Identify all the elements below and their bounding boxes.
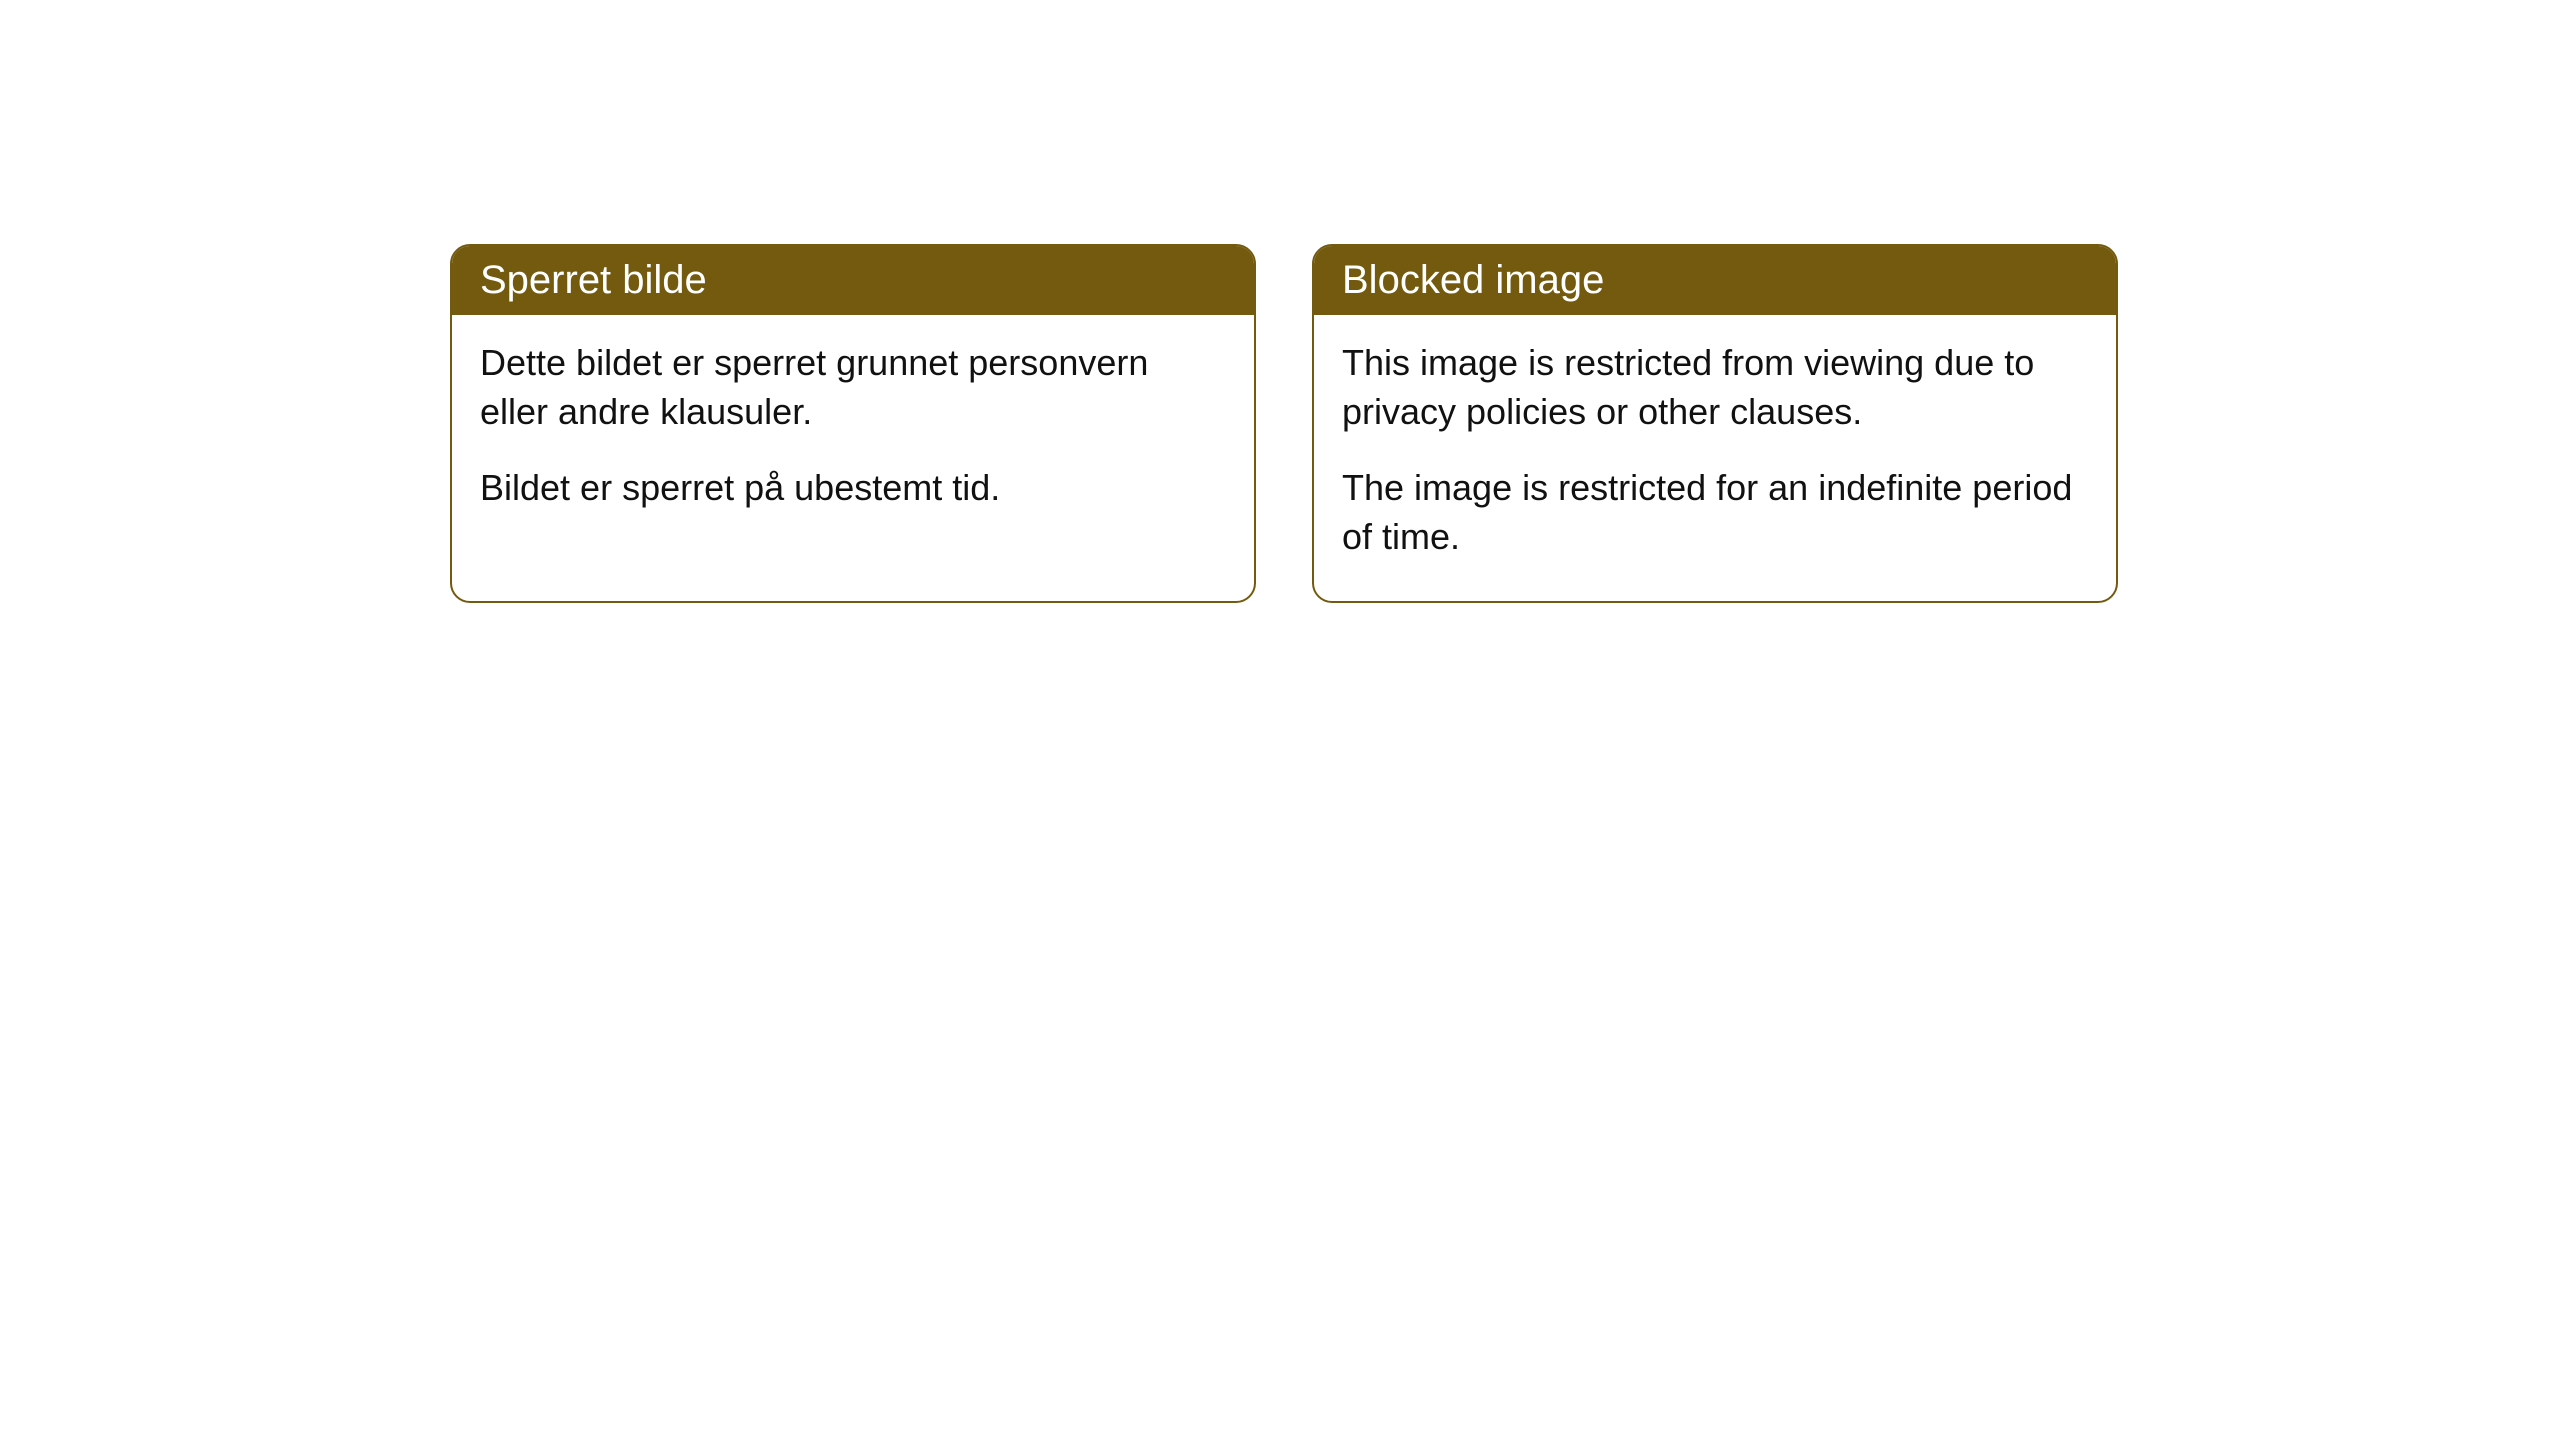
card-paragraph-1-norwegian: Dette bildet er sperret grunnet personve…: [480, 339, 1226, 436]
card-paragraph-1-english: This image is restricted from viewing du…: [1342, 339, 2088, 436]
card-header-norwegian: Sperret bilde: [452, 246, 1254, 315]
card-title-english: Blocked image: [1342, 258, 1604, 302]
card-header-english: Blocked image: [1314, 246, 2116, 315]
card-english: Blocked image This image is restricted f…: [1312, 244, 2118, 603]
cards-container: Sperret bilde Dette bildet er sperret gr…: [450, 244, 2118, 603]
card-paragraph-2-english: The image is restricted for an indefinit…: [1342, 464, 2088, 561]
card-body-english: This image is restricted from viewing du…: [1314, 315, 2116, 601]
card-norwegian: Sperret bilde Dette bildet er sperret gr…: [450, 244, 1256, 603]
card-title-norwegian: Sperret bilde: [480, 258, 707, 302]
card-body-norwegian: Dette bildet er sperret grunnet personve…: [452, 315, 1254, 553]
card-paragraph-2-norwegian: Bildet er sperret på ubestemt tid.: [480, 464, 1226, 513]
